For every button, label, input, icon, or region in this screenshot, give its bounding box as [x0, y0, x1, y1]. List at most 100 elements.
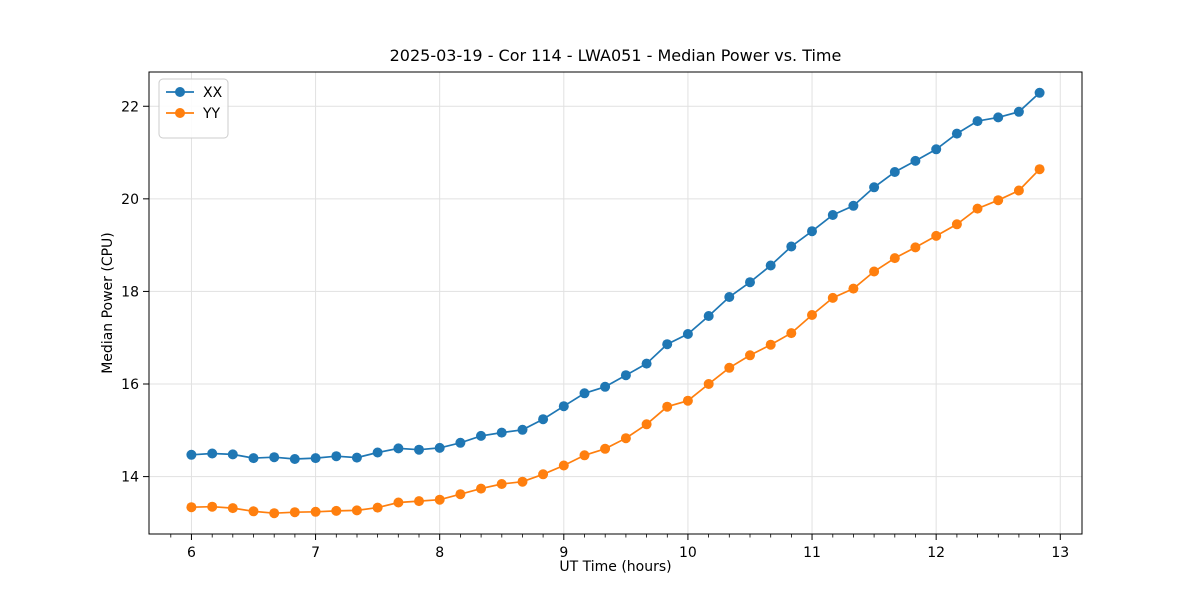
data-point-marker: [538, 469, 549, 480]
data-point-marker: [496, 427, 507, 438]
data-point-marker: [269, 452, 280, 463]
data-point-marker: [807, 310, 817, 320]
data-point-marker: [931, 230, 942, 241]
data-point-marker: [248, 506, 259, 517]
axes-spines: [148, 71, 1083, 535]
x-tick-label: 9: [559, 545, 568, 561]
chart-title: 2025-03-19 - Cor 114 - LWA051 - Median P…: [389, 46, 842, 65]
x-tick-label: 10: [679, 545, 697, 561]
data-point-marker: [869, 182, 880, 193]
data-point-marker: [207, 501, 218, 512]
series-YY: [186, 164, 1045, 519]
data-point-marker: [434, 442, 445, 453]
data-point-marker: [310, 453, 321, 464]
data-point-marker: [1013, 106, 1024, 117]
legend-label: XX: [203, 85, 223, 101]
data-point-marker: [227, 503, 238, 514]
data-point-marker: [372, 502, 383, 513]
data-point-marker: [662, 401, 673, 412]
data-point-marker: [724, 362, 735, 373]
data-point-marker: [1034, 164, 1045, 175]
data-point-marker: [869, 266, 880, 277]
data-point-marker: [600, 381, 611, 392]
data-point-marker: [517, 476, 528, 487]
data-point-marker: [455, 437, 466, 448]
data-point-marker: [351, 505, 362, 516]
x-tick-label: 13: [1051, 545, 1069, 561]
data-point-marker: [517, 424, 528, 435]
data-point-marker: [910, 155, 921, 166]
data-point-marker: [414, 444, 424, 455]
legend: XX YY: [158, 78, 229, 139]
data-point-marker: [931, 144, 942, 155]
data-point-marker: [745, 277, 755, 288]
y-axis-label: Median Power (CPU): [100, 232, 116, 374]
data-point-marker: [848, 283, 859, 294]
data-point-marker: [455, 489, 466, 500]
x-tick-label: 12: [927, 545, 945, 561]
data-point-marker: [641, 358, 652, 369]
series-XX: [186, 87, 1045, 464]
y-tick-label: 18: [121, 284, 139, 300]
x-axis-label: UT Time (hours): [559, 559, 672, 575]
data-point-marker: [207, 448, 218, 459]
data-point-marker: [351, 452, 362, 463]
data-point-marker: [476, 430, 486, 441]
data-point-marker: [765, 339, 776, 350]
data-point-marker: [289, 454, 300, 464]
y-tick-label: 20: [121, 192, 139, 208]
data-point-marker: [1034, 87, 1045, 98]
data-point-marker: [827, 292, 838, 303]
data-point-marker: [393, 443, 404, 454]
data-point-marker: [889, 253, 900, 264]
data-point-marker: [972, 203, 983, 214]
data-point-marker: [765, 260, 776, 271]
data-point-marker: [579, 450, 590, 461]
y-tick-label: 14: [121, 470, 139, 486]
data-point-marker: [414, 496, 424, 507]
x-tick-label: 11: [803, 545, 821, 561]
data-point-marker: [972, 116, 983, 127]
data-point-marker: [993, 112, 1004, 123]
data-point-marker: [703, 379, 714, 389]
data-point-marker: [662, 339, 673, 350]
data-point-marker: [703, 311, 714, 321]
ticks: [143, 105, 1061, 540]
data-point-marker: [186, 449, 197, 460]
series-line: [191, 92, 1041, 460]
data-point-marker: [496, 479, 507, 489]
data-point-marker: [331, 451, 342, 462]
data-point-marker: [786, 241, 797, 252]
data-point-marker: [476, 483, 486, 494]
data-point-marker: [848, 200, 859, 211]
y-tick-label: 16: [121, 377, 139, 393]
legend-sample-marker: [175, 108, 185, 118]
data-point-marker: [1013, 185, 1024, 196]
data-point-marker: [227, 449, 238, 460]
data-point-marker: [951, 128, 962, 139]
data-point-marker: [745, 350, 755, 361]
data-point-marker: [248, 453, 259, 464]
data-point-marker: [807, 226, 817, 237]
data-point-marker: [289, 507, 300, 518]
data-point-marker: [993, 195, 1004, 206]
data-point-marker: [331, 505, 342, 516]
data-point-marker: [579, 388, 590, 399]
data-point-marker: [538, 414, 549, 425]
data-point-marker: [558, 460, 569, 471]
data-point-marker: [186, 502, 197, 513]
x-tick-label: 8: [435, 545, 444, 561]
data-point-marker: [910, 242, 921, 253]
data-point-marker: [889, 167, 900, 177]
gridlines: [149, 72, 1082, 534]
x-tick-label: 6: [187, 545, 196, 561]
data-point-marker: [827, 210, 838, 220]
data-point-marker: [393, 497, 404, 508]
legend-label: YY: [202, 106, 221, 122]
data-point-marker: [310, 506, 321, 517]
data-point-marker: [682, 329, 693, 339]
data-point-marker: [951, 219, 962, 230]
data-point-marker: [558, 401, 569, 412]
data-point-marker: [641, 419, 652, 430]
